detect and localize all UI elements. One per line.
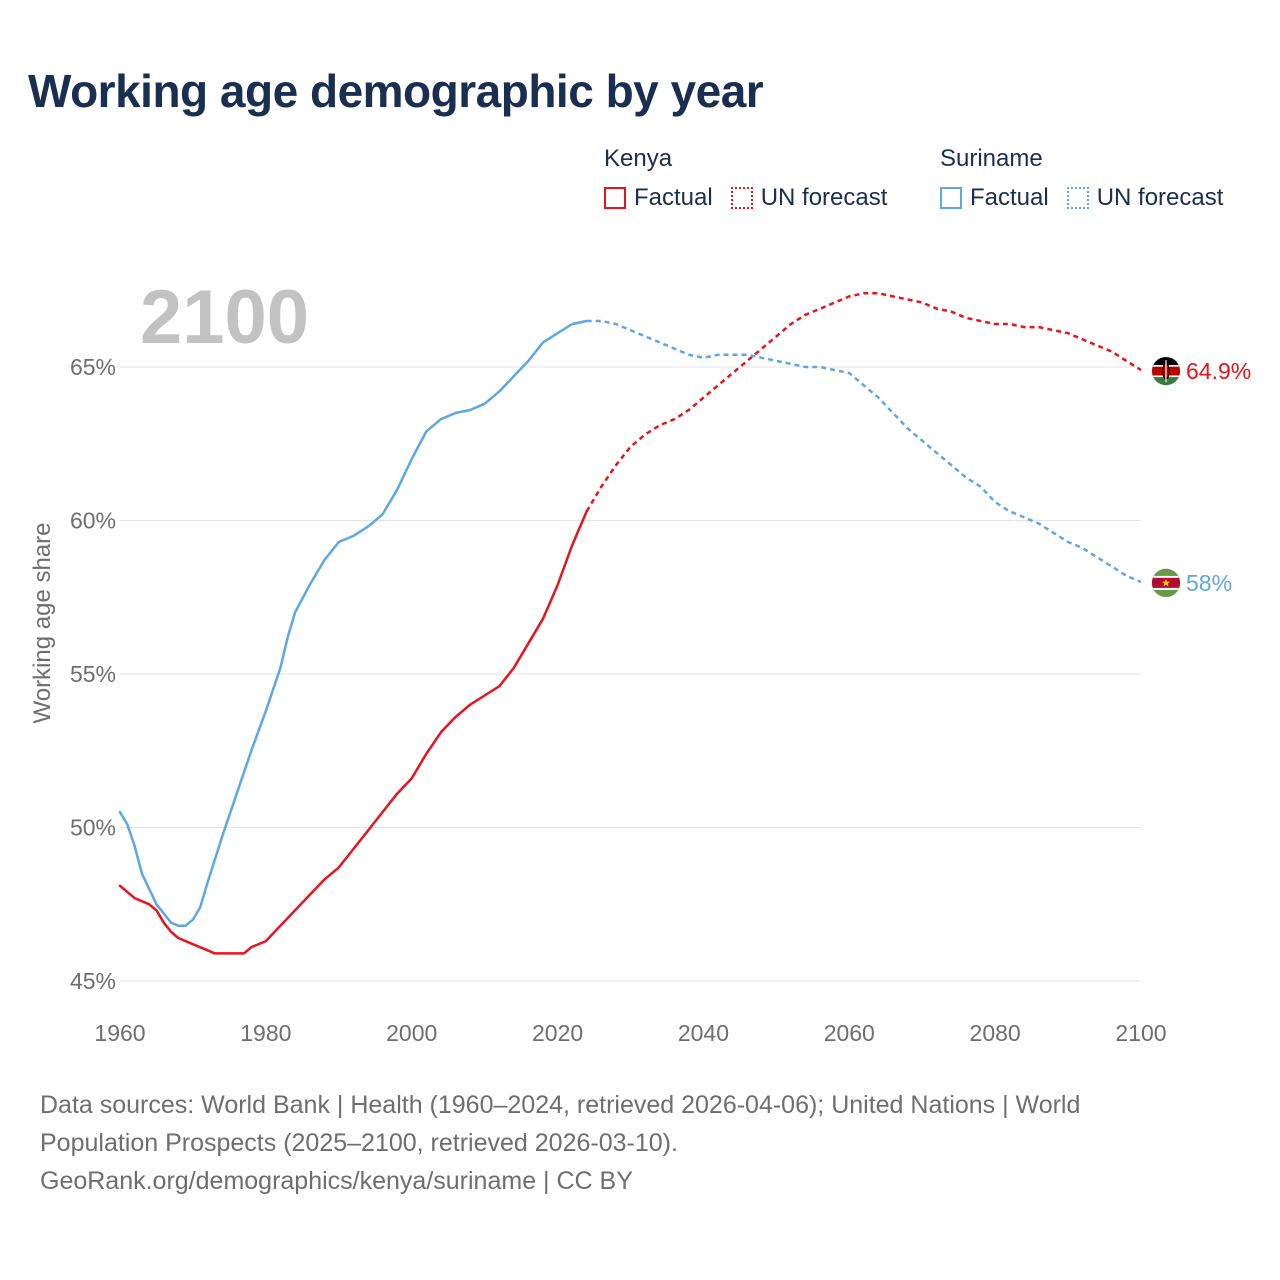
legend-kenya-factual[interactable]: Factual [604,184,713,212]
legend-suriname-name: Suriname [940,145,1043,172]
legend-swatch-dotted-icon [1066,187,1089,209]
legend-kenya-forecast[interactable]: UN forecast [730,184,888,212]
y-tick-label: 45% [70,968,116,994]
kenya-forecast-line[interactable] [585,292,1142,512]
x-tick-label: 2000 [386,1020,437,1046]
gridlines [120,366,1141,982]
kenya-flag-icon [1151,356,1181,386]
y-tick-label: 50% [70,815,116,841]
y-tick-label: 55% [70,661,116,687]
y-tick-label: 65% [70,354,116,380]
legend-kenya: Kenya Factual UN forecast [604,142,887,212]
legend-suriname-factual-label: Factual [970,184,1049,211]
y-axis-title: Working age share [29,523,56,724]
x-tick-label: 2020 [532,1020,583,1046]
suriname-end-value-label: 58% [1186,570,1232,596]
x-tick-label: 1960 [94,1020,145,1046]
kenya-end-value-label: 64.9% [1186,358,1251,384]
line-chart: 45% 50% 55% 60% 65% 1960 1980 2000 2020 2040 2060 2… [29,275,1251,1046]
legend-suriname: Suriname Factual UN forecast [940,142,1223,212]
legend-kenya-name: Kenya [604,145,673,172]
x-tick-label: 2100 [1115,1020,1166,1046]
suriname-factual-line[interactable] [118,319,588,927]
legend-swatch-solid-icon [940,187,962,209]
current-year-label: 2100 [140,275,309,360]
kenya-factual-line[interactable] [118,510,588,955]
suriname-forecast-line[interactable] [586,319,1142,584]
x-tick-label: 1980 [240,1020,291,1046]
legend-suriname-factual[interactable]: Factual [940,184,1049,212]
x-tick-label: 2080 [970,1020,1021,1046]
axes: 45% 50% 55% 60% 65% 1960 1980 2000 2020 2040 2060 2… [70,354,1167,1046]
suriname-flag-icon [1151,568,1181,598]
legend-suriname-forecast[interactable]: UN forecast [1066,184,1224,212]
footer-line-1: Data sources: World Bank | Health (1960–… [40,1091,1081,1119]
x-tick-label: 2040 [678,1020,729,1046]
legend-swatch-solid-icon [604,187,626,209]
footer-line-3: GeoRank.org/demographics/kenya/suriname … [40,1167,633,1195]
chart-title: Working age demographic by year [28,65,764,117]
legend-kenya-factual-label: Factual [634,184,713,211]
footer-line-2: Population Prospects (2025–2100, retriev… [40,1129,678,1157]
legend-kenya-forecast-label: UN forecast [760,184,888,211]
series-end-markers: 64.9% 58% [1151,356,1251,598]
series [118,292,1142,955]
legend-suriname-forecast-label: UN forecast [1096,184,1224,211]
x-tick-label: 2060 [824,1020,875,1046]
footer-sources: Data sources: World Bank | Health (1960–… [40,1086,1220,1200]
legend-swatch-dotted-icon [730,187,753,209]
y-tick-label: 60% [70,508,116,534]
